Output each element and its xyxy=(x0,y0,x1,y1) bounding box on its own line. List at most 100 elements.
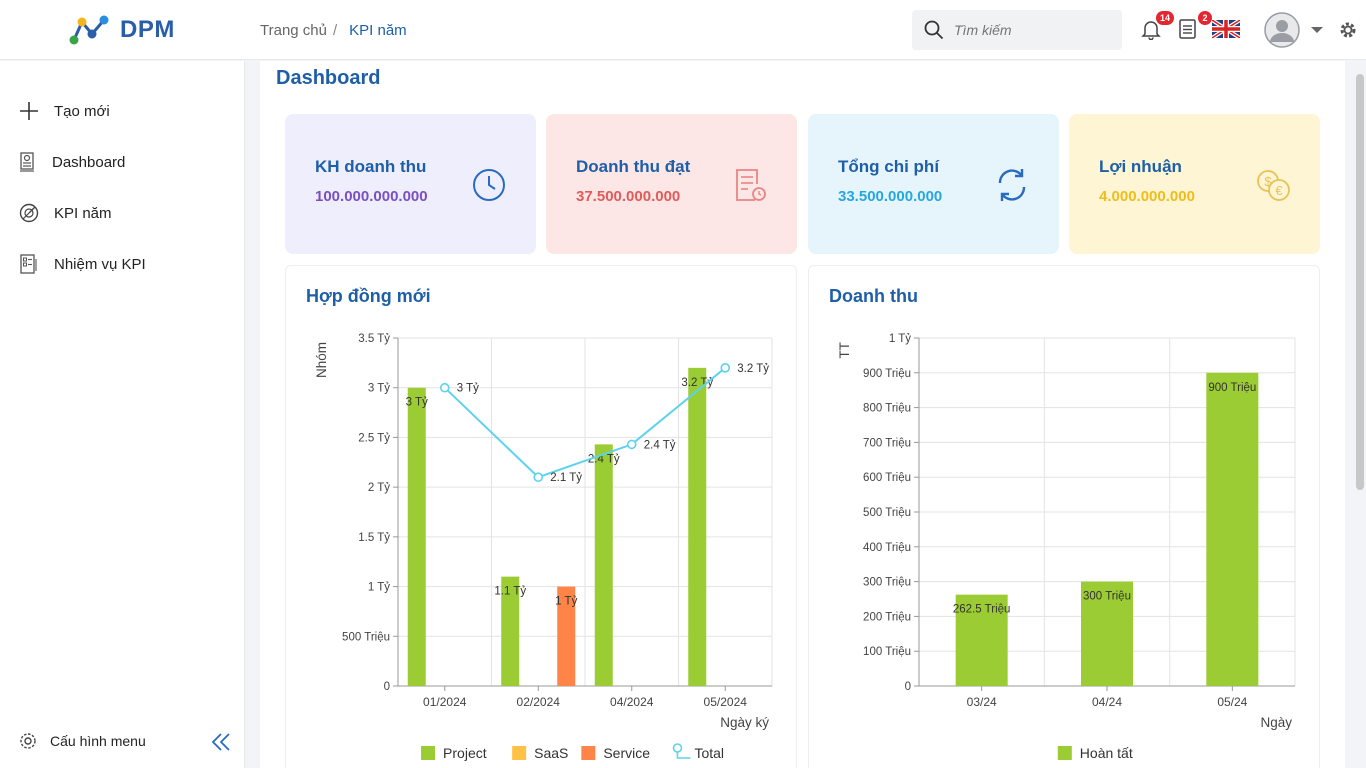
currency-icon: $ € xyxy=(1257,170,1290,201)
y-tick-label: 1.5 Tỷ xyxy=(358,532,390,544)
svg-text:€: € xyxy=(1275,183,1283,198)
legend-marker xyxy=(672,743,683,753)
y-axis-label: Nhóm xyxy=(314,342,329,378)
avatar[interactable] xyxy=(1264,12,1300,48)
line-point xyxy=(720,363,731,373)
line-data-label: 2.1 Tỷ xyxy=(550,472,582,484)
clock-icon xyxy=(473,169,505,201)
breadcrumb-home[interactable]: Trang chủ xyxy=(260,22,327,39)
notification-button[interactable]: 14 xyxy=(1140,11,1174,42)
chevron-down-icon[interactable] xyxy=(1311,27,1323,33)
y-tick-label: 900 Triệu xyxy=(863,368,911,380)
x-tick-label: 04/24 xyxy=(1092,695,1122,709)
top-header: DPM Trang chủ / KPI năm 14 2 xyxy=(0,0,1366,60)
x-axis-label: Ngày ký xyxy=(720,715,769,730)
y-tick-label: 500 Triệu xyxy=(863,507,911,519)
legend-label: Hoàn tất xyxy=(1080,745,1133,761)
chart-bar xyxy=(1081,581,1133,686)
sidebar-item-create[interactable]: Tạo mới xyxy=(18,99,110,123)
bar-data-label: 900 Triệu xyxy=(1208,382,1256,394)
bar-data-label: 1 Tỷ xyxy=(555,596,577,608)
y-tick-label: 700 Triệu xyxy=(863,437,911,449)
y-tick-label: 1 Tỷ xyxy=(368,582,390,594)
chart-title: Doanh thu xyxy=(829,286,918,306)
y-tick-label: 3.5 Tỷ xyxy=(358,333,390,345)
legend-label: SaaS xyxy=(534,745,568,761)
chart-title: Hợp đồng mới xyxy=(306,286,431,306)
x-tick-label: 05/24 xyxy=(1217,695,1247,709)
document-icon xyxy=(1179,19,1196,39)
chart-bar xyxy=(407,387,426,686)
chart-bar xyxy=(501,576,520,686)
x-tick-label: 04/2024 xyxy=(610,695,654,709)
page-scrollbar[interactable] xyxy=(1356,74,1364,490)
sidebar-item-kpi[interactable]: KPI năm xyxy=(18,201,112,225)
card-label: KH doanh thu xyxy=(315,157,427,176)
x-tick-label: 02/2024 xyxy=(517,695,561,709)
chart-bar xyxy=(594,444,613,686)
card-value: 4.000.000.000 xyxy=(1099,188,1195,205)
line-data-label: 3 Tỷ xyxy=(457,383,479,395)
y-tick-label: 3 Tỷ xyxy=(368,383,390,395)
y-tick-label: 500 Triệu xyxy=(342,631,390,643)
legend-marker xyxy=(1057,746,1072,760)
legend-marker xyxy=(421,746,436,760)
breadcrumb-current[interactable]: KPI năm xyxy=(349,22,407,39)
card-revenue-plan: KH doanh thu 100.000.000.000 xyxy=(285,114,536,254)
gear-icon[interactable] xyxy=(1338,20,1358,40)
uk-flag-icon xyxy=(1210,18,1242,40)
line-data-label: 2.4 Tỷ xyxy=(644,439,676,451)
search-icon[interactable] xyxy=(924,20,944,40)
new-contracts-panel: Hợp đồng mới 0 500 Triệu 1 Tỷ 1.5 Tỷ 2 Tỷ 2.5… xyxy=(285,265,797,768)
logo[interactable]: DPM xyxy=(68,12,188,48)
language-button[interactable] xyxy=(1210,18,1242,40)
legend-marker xyxy=(512,746,527,760)
tasks-badge: 2 xyxy=(1198,11,1212,25)
chart-bar xyxy=(688,367,707,686)
collapse-sidebar-icon[interactable] xyxy=(210,731,232,753)
y-tick-label: 600 Triệu xyxy=(863,472,911,484)
card-label: Tổng chi phí xyxy=(838,157,940,176)
search-input[interactable] xyxy=(954,22,1104,38)
card-value: 100.000.000.000 xyxy=(315,188,428,205)
y-tick-label: 2.5 Tỷ xyxy=(358,432,390,444)
menu-config-button[interactable]: Cấu hình menu xyxy=(18,731,146,751)
revenue-panel: Doanh thu 0 100 Triệu 200 Triệu 300 Triệu 40… xyxy=(808,265,1320,768)
chart-bar xyxy=(1206,372,1259,686)
bar-data-label: 262.5 Triệu xyxy=(953,604,1011,616)
tasks-button[interactable]: 2 xyxy=(1178,11,1212,42)
sidebar-item-dashboard[interactable]: Dashboard xyxy=(18,150,125,174)
y-tick-label: 1 Tỷ xyxy=(889,333,911,345)
sidebar-item-label: Tạo mới xyxy=(54,102,110,120)
legend-marker-line xyxy=(676,752,691,759)
task-icon xyxy=(20,254,37,274)
x-tick-label: 03/24 xyxy=(967,695,997,709)
sidebar-item-label: Nhiệm vụ KPI xyxy=(54,255,146,273)
breadcrumb-separator: / xyxy=(332,22,338,39)
logo-text: DPM xyxy=(120,16,175,43)
search-box[interactable] xyxy=(912,10,1122,50)
x-axis-label: Ngày xyxy=(1260,715,1292,730)
logo-icon xyxy=(69,15,109,45)
bell-icon xyxy=(1141,21,1161,41)
y-tick-label: 400 Triệu xyxy=(863,542,911,554)
main-content: Dashboard KH doanh thu 100.000.000.000 D… xyxy=(260,61,1345,768)
dashboard-icon xyxy=(20,152,34,172)
sidebar-item-label: Dashboard xyxy=(52,153,126,171)
card-total-cost: Tổng chi phí 33.500.000.000 xyxy=(808,114,1059,254)
legend-label: Project xyxy=(443,745,487,761)
card-label: Doanh thu đạt xyxy=(576,157,691,176)
sidebar-item-label: KPI năm xyxy=(54,204,112,222)
menu-config-label: Cấu hình menu xyxy=(50,733,146,749)
sidebar-item-kpi-tasks[interactable]: Nhiệm vụ KPI xyxy=(18,252,146,276)
settings-icon xyxy=(20,733,36,749)
line-point xyxy=(626,439,637,450)
bar-data-label: 300 Triệu xyxy=(1083,591,1131,603)
x-tick-label: 01/2024 xyxy=(423,695,467,709)
refresh-icon xyxy=(998,169,1026,201)
bar-data-label: 1.1 Tỷ xyxy=(494,586,526,598)
card-profit: Lợi nhuận 4.000.000.000 $ € xyxy=(1069,114,1320,254)
breadcrumb: Trang chủ / KPI năm xyxy=(260,22,407,39)
kpi-icon xyxy=(19,203,39,223)
card-value: 37.500.000.000 xyxy=(576,188,681,205)
